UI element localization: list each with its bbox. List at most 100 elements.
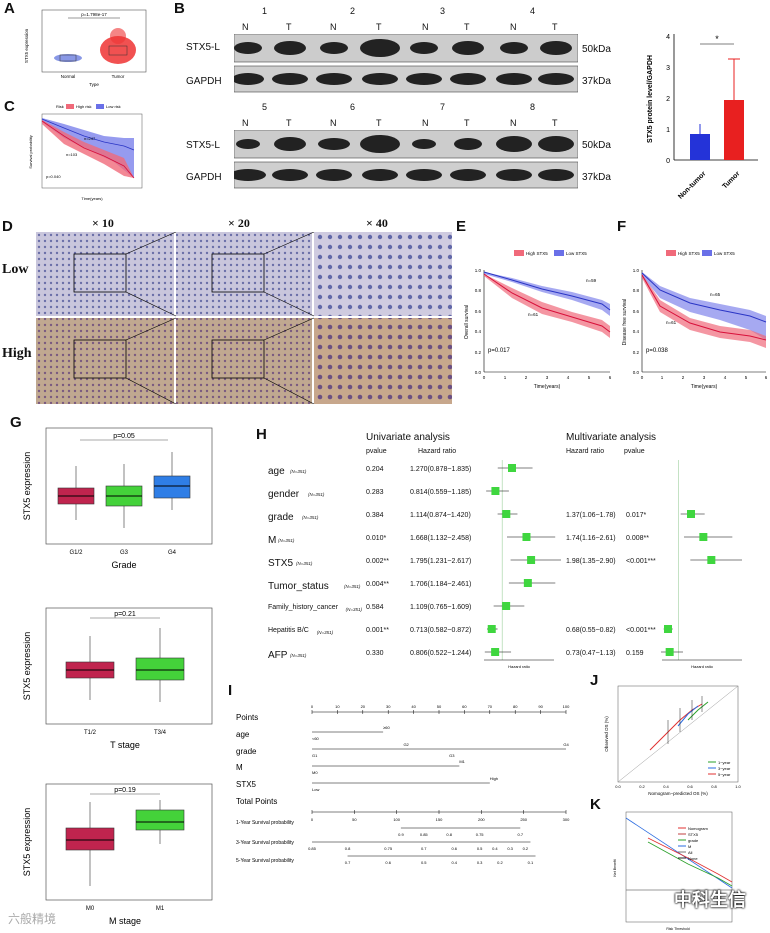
nomogram-tick-label: 40 [411,704,416,709]
lane-3: 3 [440,6,446,16]
nomogram-row-label: M [236,763,243,772]
panel-a-cat-normal: Normal [61,74,76,79]
nomogram-tick-label: 0.7 [517,832,523,837]
forest-row-n: (N=351) [278,538,295,543]
forest-row-n: (N=351) [308,492,325,497]
forest-row-multi-p: 0.017* [626,512,647,519]
mag-20: × 20 [228,216,250,230]
forest-point [527,556,536,564]
panel-f-legend-high: High STX5 [678,251,700,256]
panel-b-bar-chart: 0 1 2 3 4 * STX5 protein level/GAPDH Non… [647,34,758,201]
nomogram-tick-label: 100 [393,817,400,822]
panel-c-pvalue: p=0.040 [46,174,61,179]
forest-row-name: STX5 [268,558,294,569]
forest-plots: Hazard ratio Hazard ratio [484,460,742,669]
mag-10: × 10 [92,216,114,230]
row-label-gapdh: GAPDH [186,76,222,87]
panel-label-i: I [228,682,233,699]
panel-label-b: B [174,0,185,17]
panel-e-ylabel: Overall survival [464,305,470,339]
nomogram-tick-label: 0.85 [420,832,429,837]
lane-2: 2 [350,6,356,16]
bar-cat-tumor: Tumor [721,170,741,190]
panel-e-n2: n=61 [528,312,539,317]
multi-title: Multivariate analysis [566,432,657,443]
panel-g-box-mstage: p=0.19 M0 M1 M stage STX5 expression [22,783,213,926]
nomogram-tick-label: 0.7 [345,860,351,865]
nomogram-tick-label: 70 [488,704,493,709]
forest-row-uni-p: 0.010* [366,535,387,542]
nomogram-tick-label: 90 [538,704,543,709]
svg-text:Nomogram: Nomogram [688,826,708,831]
svg-text:2: 2 [525,375,528,380]
panel-c-legend-low: Low risk [106,104,121,109]
forest-point [707,556,716,564]
nt-label: N [242,22,249,32]
bar-cat-non-tumor: Non-tumor [677,170,707,200]
svg-text:6: 6 [765,375,768,380]
forest-row-uni-hr: 1.114(0.874~1.420) [410,512,471,519]
nomogram-tick-label: 0.5 [477,846,483,851]
panel-label-f: F [617,218,627,235]
svg-text:1.0: 1.0 [735,784,741,789]
svg-text:M stage: M stage [109,916,141,926]
nomogram-tick-label: G3 [449,753,455,758]
nomogram-tick-label: 10 [335,704,340,709]
svg-text:STX5 expression: STX5 expression [22,632,32,701]
panel-a-normal-points [54,54,82,62]
panel-c-xlabel: Time(years) [81,196,103,201]
forest-row-multi-p: 0.008** [626,535,649,542]
bar-non-tumor [690,134,710,160]
nt-label: T [376,22,382,32]
svg-text:5−year: 5−year [718,772,731,777]
col-hr-multi: Hazard ratio [566,448,605,455]
nomogram-tick-label: Low [312,787,319,792]
watermark-left: 六般精境 [8,912,57,926]
forest-point [664,625,672,633]
ihc-grid-image [36,232,452,404]
forest-row-multi-hr: 0.68(0.55~0.82) [566,627,616,634]
forest-row-name: Hepatitis B/C [268,627,309,634]
nt-label: T [552,118,558,128]
panel-c-ylabel: Survival probability [28,135,33,169]
svg-text:3−year: 3−year [718,766,731,771]
nomogram-tick-label: 0.3 [477,860,483,865]
svg-text:3: 3 [703,375,706,380]
forest-row-n: (N=351) [296,561,313,566]
nomogram-row-label: 5-Year Survival probability [236,858,294,864]
nomogram-tick-label: 0.9 [398,832,404,837]
forest-row-uni-hr: 1.668(1.132~2.458) [410,535,472,542]
panel-e-xlabel: Time(years) [534,384,561,390]
lane-5: 5 [262,102,268,112]
svg-text:0.0: 0.0 [615,784,621,789]
forest-row-uni-hr: 0.814(0.559~1.185) [410,489,472,496]
nomogram-tick-label: 0 [311,704,314,709]
panel-f-n1: n=65 [710,292,721,297]
kda-50-b: 50kDa [582,140,611,151]
kda-37-b: 37kDa [582,172,611,183]
nt-label: T [464,118,470,128]
nomogram-tick-label: G2 [403,742,409,747]
forest-row-name: age [268,466,285,477]
nomogram-tick-label: 0.6 [451,846,457,851]
nt-label: T [376,118,382,128]
panel-e-km: High STX5 Low STX5 n=59 n=61 p=0.017 0 1… [464,250,612,390]
panel-f-pvalue: p=0.038 [646,348,669,354]
nt-label: N [330,22,337,32]
nomogram-tick-label: 250 [520,817,527,822]
forest-row-n: (N=351) [316,630,334,635]
kda-50: 50kDa [582,44,611,55]
nomogram-tick-label: 30 [386,704,391,709]
svg-text:p=0.05: p=0.05 [113,433,135,440]
forest-row-uni-hr: 0.713(0.582~0.872) [410,627,472,634]
nt-label: N [330,118,337,128]
svg-text:0.8: 0.8 [711,784,717,789]
svg-text:0: 0 [641,375,644,380]
svg-text:Net Benefit: Net Benefit [613,859,617,876]
svg-text:T stage: T stage [110,740,140,750]
forest-row-multi-hr: 1.37(1.06~1.78) [566,512,616,519]
panel-e-pvalue: p=0.017 [488,348,511,354]
panel-f-km: High STX5 Low STX5 n=65 n=61 p=0.038 0 1… [622,250,768,390]
nomogram-tick-label: 0.3 [507,846,513,851]
svg-text:M0: M0 [86,906,95,912]
